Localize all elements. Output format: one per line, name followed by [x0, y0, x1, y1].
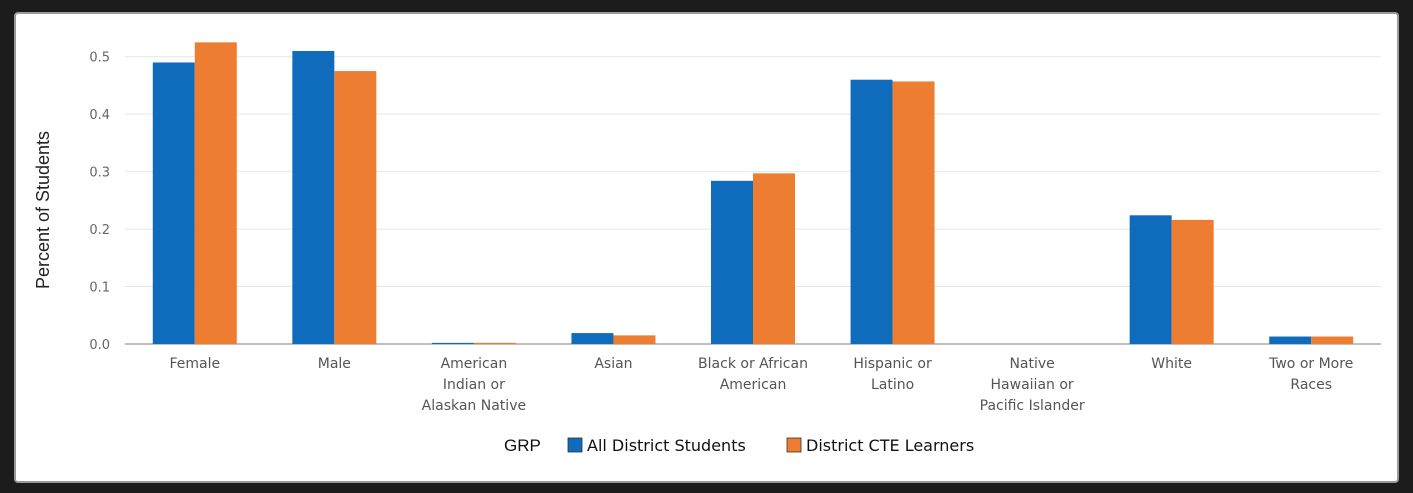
y-tick-label: 0.1: [89, 281, 110, 296]
x-category-label: Two or More Races: [1268, 356, 1353, 393]
bar-all-district-students: [1129, 215, 1172, 344]
bar-district-cte-learners: [334, 71, 377, 344]
y-tick-label: 0.5: [89, 51, 110, 66]
bar-district-cte-learners: [753, 173, 795, 344]
legend-label-all-district-students: All District Students: [587, 436, 746, 455]
x-category-label: Male: [318, 356, 351, 372]
bar-all-district-students: [711, 180, 753, 344]
x-category-label: Native Hawaiian or Pacific Islander: [980, 356, 1085, 414]
x-category-label: Female: [169, 356, 220, 372]
bar-district-cte-learners: [1311, 336, 1354, 344]
x-category-label: American Indian or Alaskan Native: [422, 356, 526, 414]
bar-district-cte-learners: [892, 81, 935, 344]
legend: GRP All District Students District CTE Lea…: [504, 436, 974, 455]
y-tick-label: 0.4: [89, 108, 110, 123]
bar-all-district-students: [571, 333, 614, 344]
legend-label-district-cte-learners: District CTE Learners: [806, 436, 974, 455]
y-tick-label: 0.3: [89, 166, 110, 181]
x-category-label: Asian: [594, 356, 632, 372]
bar-district-cte-learners: [613, 335, 656, 344]
bar-all-district-students: [1269, 336, 1312, 344]
bar-all-district-students: [292, 50, 335, 345]
legend-swatch-district-cte-learners: [786, 437, 802, 453]
bar-district-cte-learners: [473, 342, 516, 344]
x-category-label: Black or African American: [698, 356, 808, 393]
bar-all-district-students: [431, 342, 474, 344]
y-tick-label: 0.0: [89, 338, 110, 353]
x-category-label: White: [1151, 356, 1192, 372]
bar-chart: 0.0 0.1 0.2 0.3 0.4 0.5 Female Male American Ind…: [33, 42, 1381, 455]
x-category-label: Hispanic or Latino: [853, 356, 932, 393]
chart-panel: 0.0 0.1 0.2 0.3 0.4 0.5 Female Male American Ind…: [14, 12, 1399, 483]
bar-district-cte-learners: [194, 42, 237, 344]
bar-all-district-students: [152, 62, 195, 345]
y-axis-ticks: 0.0 0.1 0.2 0.3 0.4 0.5: [89, 51, 110, 353]
bars: [152, 42, 1354, 345]
bar-district-cte-learners: [1171, 219, 1214, 344]
legend-title: GRP: [504, 436, 541, 455]
y-axis-label: Percent of Students: [33, 131, 53, 289]
y-tick-label: 0.2: [89, 223, 110, 238]
x-axis-labels: Female Male American Indian or Alaskan Nativ…: [169, 356, 1353, 414]
legend-swatch-all-district-students: [567, 437, 583, 453]
bar-all-district-students: [850, 79, 893, 344]
